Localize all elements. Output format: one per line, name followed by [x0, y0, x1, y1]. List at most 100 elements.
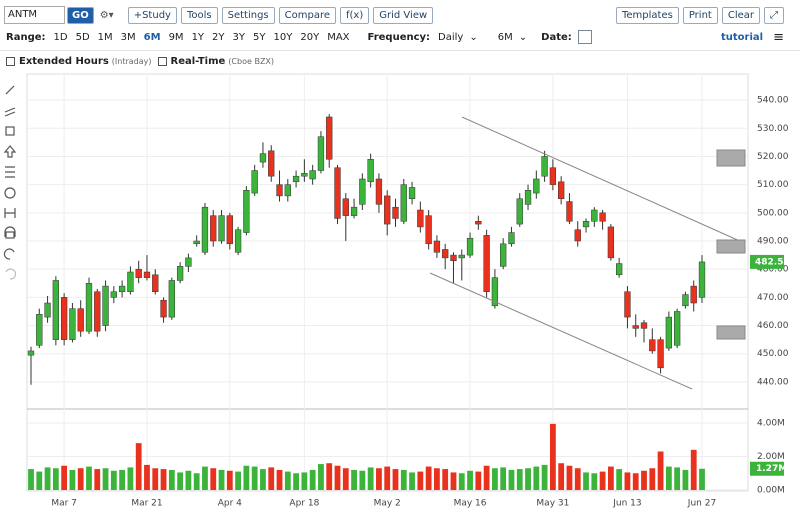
tool-rect[interactable] — [5, 126, 15, 136]
last-volume-label: 1.27M — [756, 464, 787, 474]
menu-icon[interactable]: ≡ — [773, 29, 784, 45]
candle-body — [52, 280, 60, 340]
volume-bar — [599, 471, 606, 490]
candle-body — [408, 187, 416, 199]
chart: 440.00 450.00 460.00 470.00 480.00 490.00 500.… — [3, 73, 790, 509]
range-option[interactable]: 3M — [120, 31, 136, 43]
y-tick-label: 460.00 — [757, 321, 789, 331]
candle-body — [599, 212, 606, 222]
candle-body — [350, 206, 358, 216]
candle-body — [193, 240, 200, 245]
candle-body — [690, 285, 697, 304]
toolbar-button[interactable]: +Study — [127, 6, 177, 24]
volume-bar — [110, 470, 117, 490]
candle-body — [152, 274, 159, 292]
tool-lock[interactable] — [5, 231, 15, 239]
candle-body — [201, 206, 209, 253]
range-option[interactable]: 1D — [53, 31, 68, 43]
symbol-input[interactable]: ANTM — [4, 6, 65, 24]
expand-button[interactable]: ⤢ — [764, 6, 784, 24]
candle-body — [591, 209, 598, 222]
toolbar-button[interactable]: Grid View — [373, 6, 434, 24]
tool-line[interactable] — [5, 85, 15, 95]
toolbar-right-buttons: Templates Print Clear — [612, 6, 760, 24]
volume-bar — [566, 465, 573, 490]
option-label[interactable]: Extended Hours — [19, 55, 109, 67]
tool-circle[interactable] — [4, 187, 16, 199]
toolbar-button[interactable]: Settings — [221, 6, 275, 24]
candle-body — [317, 136, 325, 171]
toolbar-button[interactable]: Compare — [278, 6, 336, 24]
y-tick-label: 510.00 — [757, 180, 789, 190]
candle-body — [682, 294, 689, 307]
range-option[interactable]: MAX — [327, 31, 350, 43]
tool-channel[interactable] — [4, 107, 16, 117]
range-option[interactable]: 2Y — [212, 31, 225, 43]
candle-body — [326, 116, 333, 160]
range-option[interactable]: 5D — [75, 31, 90, 43]
candle-body — [94, 291, 101, 332]
tool-redo[interactable] — [5, 268, 17, 280]
volume-bar — [384, 466, 391, 490]
last-volume-tag — [750, 461, 784, 476]
volume-bar — [309, 469, 316, 490]
x-tick-label: Mar 21 — [131, 499, 162, 509]
volume-bar — [318, 464, 324, 490]
volume-bar — [135, 443, 142, 490]
tool-fib[interactable] — [5, 166, 15, 178]
candle-body — [375, 178, 383, 205]
candle-body — [226, 215, 233, 245]
option-label[interactable]: Real-Time — [170, 55, 226, 67]
range-label: Range: — [6, 31, 46, 43]
toolbar-button[interactable]: Tools — [180, 6, 218, 24]
range-option[interactable]: 20Y — [300, 31, 320, 43]
volume-bar — [434, 468, 440, 490]
candle-body — [185, 257, 192, 267]
y-tick-label: 4.00M — [757, 419, 785, 429]
volume-bar — [69, 469, 76, 490]
volume-bar — [583, 472, 589, 490]
tool-magnet[interactable] — [4, 226, 16, 237]
y-tick-label: 2.00M — [757, 452, 785, 462]
tool-undo[interactable] — [3, 248, 15, 260]
range-option[interactable]: 3Y — [232, 31, 246, 43]
volume-bar — [574, 468, 581, 490]
volume-bar — [450, 472, 457, 490]
frequency-select[interactable]: Daily — [438, 31, 464, 43]
candle-body — [524, 190, 532, 205]
option-note: (Cboe BZX) — [228, 56, 275, 66]
tool-measure[interactable] — [4, 208, 16, 218]
volume-bar — [533, 466, 540, 490]
volume-bar — [649, 468, 656, 490]
candle-body — [616, 263, 623, 276]
level-marker — [716, 325, 746, 340]
range-option[interactable]: 10Y — [273, 31, 293, 43]
volume-bar — [351, 469, 357, 490]
checkbox[interactable] — [157, 56, 167, 66]
candle-body — [458, 254, 465, 259]
volume-bar — [549, 423, 556, 490]
range-option[interactable]: 5Y — [253, 31, 266, 43]
settings-icon[interactable]: ⚙▾ — [99, 9, 114, 21]
toolbar-button[interactable]: f(x) — [340, 6, 370, 24]
toolbar-button[interactable]: Print — [682, 6, 718, 24]
tutorial-link[interactable]: tutorial — [721, 31, 764, 43]
range-option[interactable]: 9M — [168, 31, 184, 43]
period-select[interactable]: 6M — [497, 31, 513, 43]
range-option[interactable]: 1M — [97, 31, 113, 43]
range-option[interactable]: 6M — [143, 31, 161, 43]
volume-bar — [616, 469, 623, 490]
checkbox[interactable] — [6, 56, 15, 66]
range-option[interactable]: 1Y — [191, 31, 205, 43]
volume-bar — [144, 464, 150, 490]
toolbar-button[interactable]: Clear — [721, 6, 760, 24]
tool-arrow[interactable] — [3, 145, 17, 158]
volume-bar — [607, 466, 614, 490]
toolbar-button[interactable]: Templates — [615, 6, 679, 24]
volume-bar — [690, 449, 697, 490]
go-button[interactable]: GO — [67, 6, 94, 24]
x-tick-label: Mar 7 — [51, 499, 77, 509]
x-tick-label: Jun 13 — [612, 499, 641, 509]
date-picker[interactable] — [577, 30, 592, 44]
